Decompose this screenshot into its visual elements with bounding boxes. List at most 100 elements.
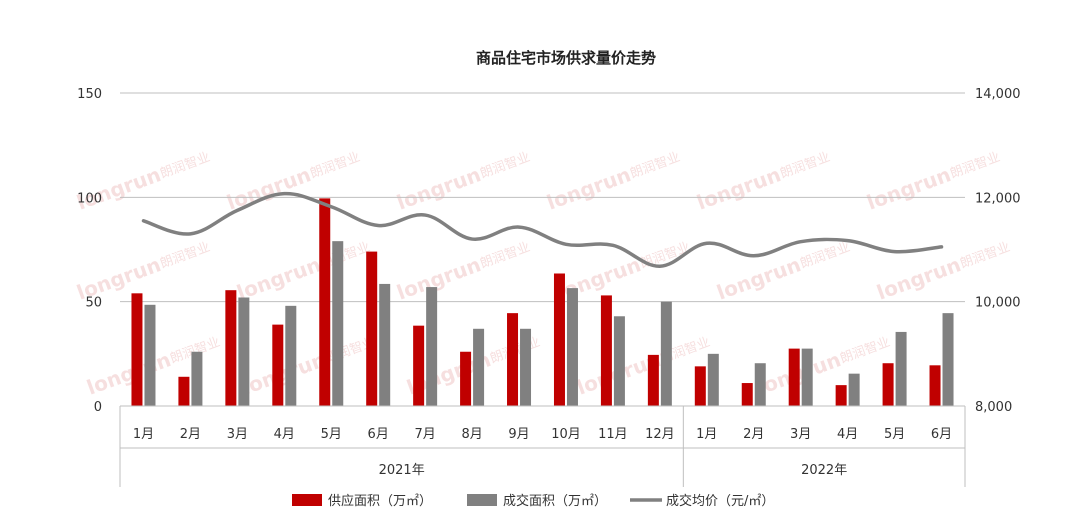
bar-supply bbox=[460, 351, 472, 406]
x-tick-label: 1月 bbox=[696, 427, 717, 442]
watermark-text: longrun bbox=[239, 347, 329, 399]
price-line bbox=[141, 191, 944, 268]
legend-label: 供应面积（万㎡） bbox=[328, 493, 432, 509]
bar-supply bbox=[647, 354, 659, 406]
watermark-sub: 朗润智业 bbox=[308, 150, 362, 182]
bar-transaction bbox=[895, 331, 907, 406]
x-tick-label: 4月 bbox=[837, 427, 858, 442]
bar-supply bbox=[788, 348, 800, 406]
x-tick-label: 12月 bbox=[645, 427, 675, 442]
watermark-sub: 朗润智业 bbox=[948, 150, 1002, 182]
watermark-sub: 朗润智业 bbox=[798, 240, 852, 272]
x-group-label: 2021年 bbox=[379, 463, 425, 478]
bar-transaction bbox=[801, 348, 813, 406]
bar-transaction bbox=[942, 313, 954, 406]
bar-transaction bbox=[660, 301, 672, 406]
x-tick-label: 9月 bbox=[508, 427, 529, 442]
x-axis: 1月 2月 3月 4月 5月 6月 7月 8月 9月 10月 11月 12月 1月 2月 3月 4月 5月 6月 2… bbox=[133, 406, 952, 487]
axes bbox=[119, 405, 966, 487]
bar-supply bbox=[225, 290, 237, 406]
bar-supply bbox=[600, 295, 612, 406]
bar-supply bbox=[178, 376, 190, 406]
x-tick-label: 1月 bbox=[133, 427, 154, 442]
bar-supply bbox=[835, 385, 847, 406]
y-right-tick-label: 10,000 bbox=[975, 296, 1021, 311]
bar-transaction bbox=[707, 353, 719, 406]
x-tick-label: 10月 bbox=[551, 427, 581, 442]
watermark-sub: 朗润智业 bbox=[838, 335, 892, 367]
bar-supply bbox=[272, 324, 284, 406]
bar-supply bbox=[553, 273, 565, 406]
x-tick-label: 3月 bbox=[790, 427, 811, 442]
x-tick-label: 2月 bbox=[743, 427, 764, 442]
x-tick-label: 5月 bbox=[321, 427, 342, 442]
chart-title: 商品住宅市场供求量价走势 bbox=[476, 49, 656, 67]
x-tick-label: 3月 bbox=[227, 427, 248, 442]
x-tick-label: 8月 bbox=[461, 427, 482, 442]
price-line-path bbox=[141, 191, 944, 268]
bar-supply bbox=[319, 198, 331, 406]
watermark-text: longrun bbox=[694, 162, 784, 214]
y-right-tick-label: 12,000 bbox=[975, 191, 1021, 206]
bar-transaction bbox=[332, 241, 344, 406]
y-left-tick-label: 50 bbox=[85, 296, 102, 311]
y-left-tick-label: 100 bbox=[77, 191, 102, 206]
bar-transaction bbox=[848, 373, 860, 406]
bar-transaction bbox=[238, 297, 250, 406]
watermark-sub: 朗润智业 bbox=[478, 240, 532, 272]
bar-transaction bbox=[379, 283, 391, 406]
legend-swatch bbox=[292, 494, 322, 506]
watermark-text: longrun bbox=[714, 252, 804, 304]
bar-transaction bbox=[426, 287, 438, 406]
bar-supply bbox=[694, 366, 706, 406]
y-left-tick-label: 150 bbox=[77, 87, 102, 102]
x-tick-label: 5月 bbox=[884, 427, 905, 442]
bar-transaction bbox=[754, 363, 766, 406]
legend-swatch bbox=[467, 494, 497, 506]
watermark-text: longrun bbox=[394, 252, 484, 304]
bar-supply bbox=[741, 383, 753, 406]
bar-transaction bbox=[520, 328, 532, 406]
x-tick-label: 4月 bbox=[274, 427, 295, 442]
y-right-tick-label: 14,000 bbox=[975, 87, 1021, 102]
watermark-sub: 朗润智业 bbox=[478, 150, 532, 182]
x-tick-label: 6月 bbox=[368, 427, 389, 442]
watermark-sub: 朗润智业 bbox=[158, 240, 212, 272]
bar-transaction bbox=[613, 316, 625, 406]
watermark-sub: 朗润智业 bbox=[778, 150, 832, 182]
bar-transaction bbox=[191, 351, 203, 406]
watermark-sub: 朗润智业 bbox=[958, 240, 1012, 272]
legend-label: 成交面积（万㎡） bbox=[503, 493, 607, 509]
x-tick-label: 7月 bbox=[414, 427, 435, 442]
watermark-text: longrun bbox=[84, 347, 174, 399]
bar-supply bbox=[507, 313, 519, 406]
grid: 0 50 100 150 8,000 10,000 12,000 14,000 bbox=[77, 87, 1020, 415]
bar-transaction bbox=[473, 328, 485, 406]
bar-supply bbox=[413, 325, 425, 406]
bar-transaction bbox=[566, 288, 578, 406]
watermark-text: longrun bbox=[394, 162, 484, 214]
x-group-label: 2022年 bbox=[801, 463, 847, 478]
watermark-text: longrun bbox=[874, 252, 964, 304]
bar-supply bbox=[929, 365, 941, 406]
x-tick-label: 6月 bbox=[931, 427, 952, 442]
bar-transaction bbox=[285, 305, 297, 406]
y-right-tick-label: 8,000 bbox=[975, 400, 1012, 415]
x-tick-label: 2月 bbox=[180, 427, 201, 442]
bar-supply bbox=[366, 251, 378, 406]
watermark-sub: 朗润智业 bbox=[158, 150, 212, 182]
watermark-text: longrun bbox=[234, 252, 324, 304]
watermark-text: longrun bbox=[544, 162, 634, 214]
